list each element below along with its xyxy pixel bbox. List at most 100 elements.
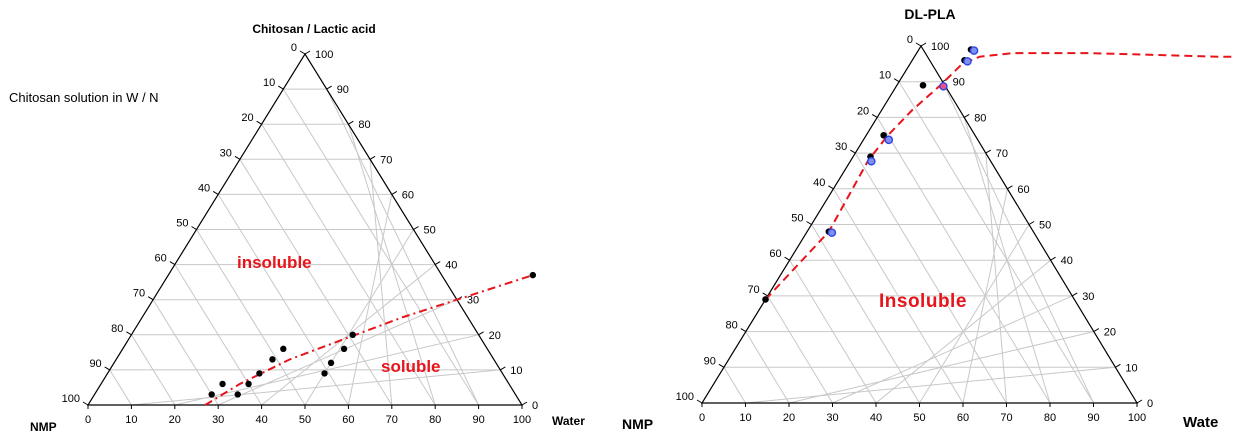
tick-label-right: 100 <box>931 41 949 53</box>
tick-label-bottom: 20 <box>169 414 181 426</box>
tick-label-bottom: 30 <box>826 412 838 424</box>
tick-label-left: 0 <box>907 34 913 46</box>
data-point <box>208 391 215 398</box>
data-point <box>529 271 537 279</box>
tick-mark <box>434 261 441 266</box>
tick-label-left: 40 <box>198 182 210 194</box>
tick-mark <box>413 226 419 230</box>
tick-label-bottom: 90 <box>472 414 484 426</box>
chart1-boundary <box>204 274 534 406</box>
grid-line <box>130 334 176 406</box>
grid-line <box>898 81 1094 404</box>
chart1-right-vertex-label: Water <box>552 414 585 428</box>
chart2-boundary <box>764 52 1234 301</box>
tick-mark <box>1071 292 1078 297</box>
tick-label-left: 40 <box>813 177 825 189</box>
tick-mark <box>299 50 306 55</box>
tick-label-right: 80 <box>974 112 986 124</box>
data-point <box>234 391 241 398</box>
data-point <box>327 359 335 367</box>
tick-mark <box>169 261 176 266</box>
tick-mark <box>1115 363 1121 368</box>
data-point-blue <box>963 56 972 66</box>
tick-mark <box>326 85 332 90</box>
data-point <box>245 380 252 388</box>
tick-mark <box>718 363 725 368</box>
chart1-note: Chitosan solution in W / N <box>9 90 159 105</box>
tick-label-left: 20 <box>241 112 253 124</box>
tick-label-bottom: 100 <box>513 414 531 426</box>
tick-label-right: 60 <box>402 189 414 201</box>
data-point <box>280 345 287 353</box>
tick-label-bottom: 20 <box>783 412 795 424</box>
tick-mark <box>893 78 900 83</box>
tick-mark <box>348 120 354 125</box>
tick-label-right: 50 <box>1039 220 1051 232</box>
tick-mark <box>1028 221 1035 225</box>
tick-label-bottom: 30 <box>212 414 224 426</box>
tick-label-right: 90 <box>953 77 965 89</box>
tick-label-left: 90 <box>89 358 101 370</box>
tick-label-bottom: 70 <box>1000 412 1012 424</box>
grid-line <box>854 152 1007 404</box>
tick-mark <box>278 85 284 90</box>
chart1-left-vertex-label: NMP <box>30 420 57 434</box>
tick-mark <box>147 296 154 301</box>
tick-label-bottom: 50 <box>913 412 925 424</box>
tick-label-right: 20 <box>1104 327 1116 339</box>
tick-label-left: 50 <box>176 218 188 230</box>
tick-label-bottom: 50 <box>299 414 311 426</box>
tick-label-bottom: 60 <box>957 412 969 424</box>
data-point <box>269 356 276 363</box>
tick-label-left: 30 <box>835 141 847 153</box>
grid-line <box>876 117 1051 404</box>
tick-label-right: 40 <box>1061 255 1073 267</box>
tick-label-left: 80 <box>111 323 123 335</box>
tick-mark <box>985 149 992 154</box>
tick-label-left: 100 <box>676 391 694 403</box>
tick-label-bottom: 10 <box>125 414 137 426</box>
tick-label-left: 20 <box>857 105 869 117</box>
tick-mark <box>521 401 528 406</box>
tick-label-left: 90 <box>704 355 716 367</box>
grid-line <box>326 88 480 406</box>
data-point <box>349 331 356 338</box>
tick-label-left: 30 <box>220 147 232 159</box>
tick-label-bottom: 40 <box>870 412 882 424</box>
tick-label-left: 100 <box>62 393 80 405</box>
tick-label-right: 30 <box>467 295 479 307</box>
tick-mark <box>1007 185 1013 190</box>
tick-mark <box>104 366 110 371</box>
tick-label-bottom: 10 <box>739 412 751 424</box>
tick-mark <box>304 50 311 55</box>
tick-label-right: 70 <box>380 154 392 166</box>
tick-label-bottom: 90 <box>1087 412 1099 424</box>
tick-mark <box>391 190 398 195</box>
data-point <box>256 370 263 377</box>
data-point-blue <box>827 228 837 237</box>
grid-line <box>767 295 833 404</box>
ternary-chart-chitosan: 0 0 0 10 10 10 20 20 20 30 30 30 40 40 40 50 50 50 60 60 60 7… <box>9 22 585 434</box>
tick-label-left: 70 <box>747 284 759 296</box>
grid-line <box>217 194 349 406</box>
tick-label-right: 70 <box>996 148 1008 160</box>
tick-mark <box>478 331 484 336</box>
data-point-blue <box>939 81 948 91</box>
chart2-right-vertex-label: Wate <box>1183 414 1218 431</box>
grid-line <box>942 81 1094 404</box>
tick-mark <box>920 42 927 47</box>
tick-mark <box>784 256 790 261</box>
chart1-top-vertex-label: Chitosan / Lactic acid <box>252 22 375 36</box>
tick-mark <box>696 399 703 404</box>
tick-mark <box>191 226 197 230</box>
grid-line <box>745 331 790 404</box>
tick-label-right: 100 <box>315 49 333 61</box>
tick-label-bottom: 60 <box>342 414 354 426</box>
tick-mark <box>234 155 241 160</box>
data-point-black <box>880 131 887 139</box>
data-point-blue <box>867 156 876 166</box>
tick-mark <box>850 149 856 154</box>
tick-label-right: 10 <box>1125 362 1137 374</box>
tick-label-left: 80 <box>726 320 738 332</box>
grid-line <box>811 224 920 404</box>
